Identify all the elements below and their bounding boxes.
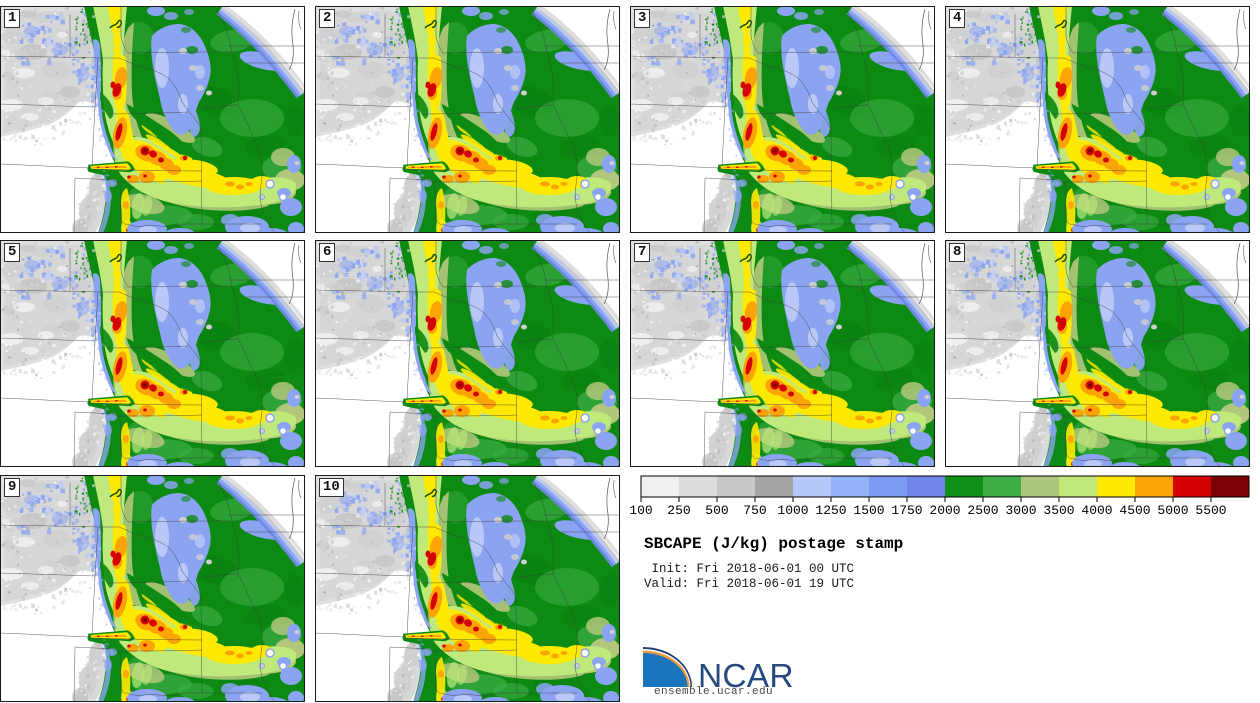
svg-text:1750: 1750	[891, 503, 922, 518]
svg-text:750: 750	[743, 503, 766, 518]
svg-text:250: 250	[667, 503, 690, 518]
svg-text:4500: 4500	[1119, 503, 1150, 518]
svg-text:2500: 2500	[967, 503, 998, 518]
svg-text:NCAR: NCAR	[698, 658, 794, 694]
svg-text:1500: 1500	[853, 503, 884, 518]
svg-text:3500: 3500	[1043, 503, 1074, 518]
svg-text:5500: 5500	[1195, 503, 1226, 518]
svg-text:4000: 4000	[1081, 503, 1112, 518]
svg-text:100: 100	[629, 503, 652, 518]
svg-text:500: 500	[705, 503, 728, 518]
svg-text:2000: 2000	[929, 503, 960, 518]
svg-text:3000: 3000	[1005, 503, 1036, 518]
svg-text:1000: 1000	[777, 503, 808, 518]
svg-text:1250: 1250	[815, 503, 846, 518]
svg-text:5000: 5000	[1157, 503, 1188, 518]
